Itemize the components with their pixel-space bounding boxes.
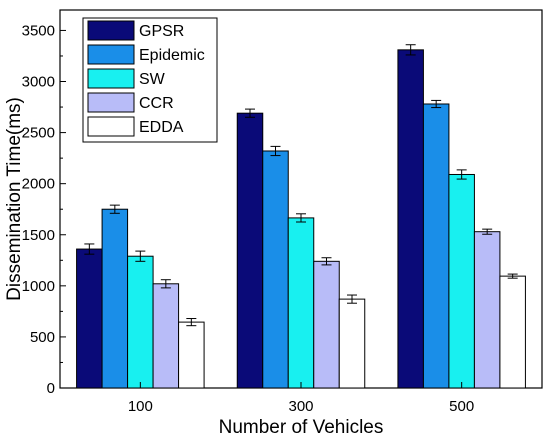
y-tick-label: 1000 xyxy=(22,278,55,295)
bar-ccr xyxy=(152,283,180,389)
bar-edda xyxy=(338,298,366,389)
legend-swatch-sw xyxy=(87,68,135,89)
bar-epidemic xyxy=(101,208,129,389)
x-tick-label: 300 xyxy=(288,398,313,415)
y-tick-label: 0 xyxy=(47,380,55,397)
legend-swatch-epidemic xyxy=(87,44,135,65)
legend-swatch-edda xyxy=(87,116,135,137)
legend: GPSR Epidemic SW CCR EDDA xyxy=(82,17,218,143)
x-tick-label: 500 xyxy=(449,398,474,415)
y-axis: 0 500 1000 1500 2000 2500 3000 3500 xyxy=(22,22,66,397)
legend-label: SW xyxy=(139,71,166,88)
y-tick-label: 1500 xyxy=(22,227,55,244)
bar-edda xyxy=(499,275,526,389)
bars-layer xyxy=(76,49,526,389)
bar-epidemic xyxy=(422,103,450,389)
x-tick-label: 100 xyxy=(128,398,153,415)
y-tick-label: 2500 xyxy=(22,125,55,142)
bar-sw xyxy=(287,217,315,389)
y-tick-label: 2000 xyxy=(22,176,55,193)
legend-swatch-gpsr xyxy=(87,20,135,41)
legend-label: Epidemic xyxy=(139,47,205,64)
legend-label: CCR xyxy=(139,95,174,112)
x-axis: 100 300 500 xyxy=(128,382,474,415)
bar-ccr xyxy=(313,260,340,389)
bar-gpsr xyxy=(76,248,103,389)
bar-epidemic xyxy=(262,150,289,389)
bar-gpsr xyxy=(397,49,424,389)
bar-gpsr xyxy=(236,112,264,389)
x-axis-label: Number of Vehicles xyxy=(219,417,384,438)
legend-swatch-ccr xyxy=(87,92,135,113)
bar-edda xyxy=(178,321,205,389)
y-tick-label: 3500 xyxy=(22,22,55,39)
y-tick-label: 3000 xyxy=(22,74,55,91)
y-tick-label: 500 xyxy=(30,329,55,346)
y-axis-label: Dissemination Time(ms) xyxy=(4,97,25,301)
error-bars-layer xyxy=(84,44,518,327)
bar-ccr xyxy=(473,231,501,389)
bar-sw xyxy=(127,255,154,389)
legend-label: EDDA xyxy=(139,119,184,136)
bar-sw xyxy=(448,173,475,389)
legend-label: GPSR xyxy=(139,23,184,40)
